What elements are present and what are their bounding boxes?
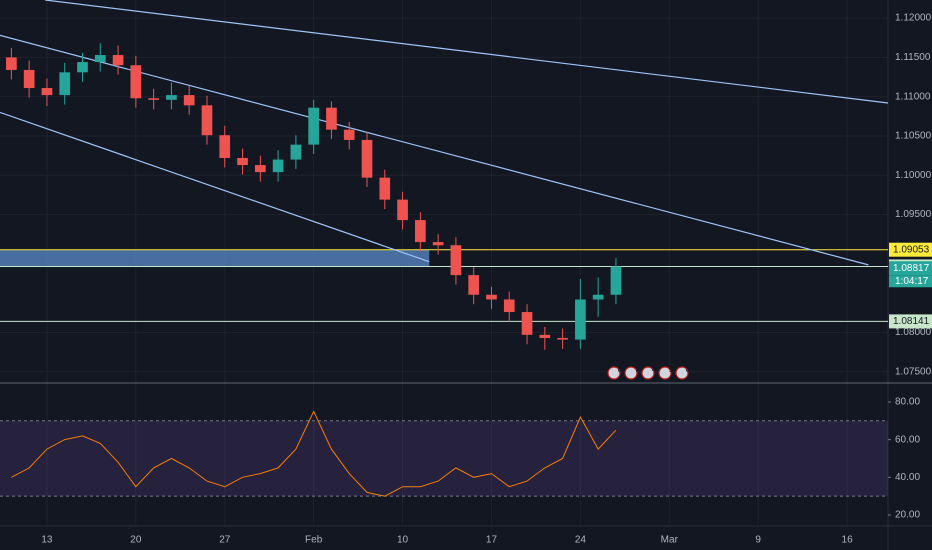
candle-body (254, 165, 266, 173)
candle-body (41, 88, 53, 96)
candle-body (468, 275, 480, 295)
candle-body (557, 337, 568, 340)
event-icon (624, 366, 638, 380)
y-tick-label: 1.10500 (895, 131, 932, 142)
event-icon (641, 366, 655, 380)
x-tick-label: 17 (486, 535, 498, 546)
candle-body (539, 334, 551, 338)
y-tick-label: 1.09500 (895, 209, 932, 220)
candle-body (272, 159, 284, 173)
y-tick-label: 1.12000 (895, 13, 932, 24)
candle-body (219, 135, 231, 158)
price-label: 1.08817 (893, 263, 930, 274)
event-icon (607, 366, 621, 380)
candle-body (415, 220, 426, 243)
event-icon (658, 366, 672, 380)
candle-body (94, 55, 106, 63)
countdown-bg (889, 275, 932, 288)
price-label: 1.09053 (893, 244, 930, 255)
price-label-bg (889, 314, 932, 329)
zone (0, 249, 430, 267)
event-count: 8 (618, 365, 623, 374)
candle-body (521, 312, 533, 335)
y-tick-label: 1.07500 (895, 366, 932, 377)
price-label-bg (889, 261, 932, 276)
x-tick-label: Feb (305, 535, 323, 546)
event-count: 4 (652, 365, 657, 374)
candle-body (361, 139, 373, 178)
candle-body (592, 294, 604, 300)
y-tick-label: 1.11500 (895, 52, 931, 63)
y-tick-label: 20.00 (895, 510, 920, 521)
candle-body (379, 177, 391, 200)
candle-body (23, 69, 35, 89)
candle-body (610, 266, 622, 295)
price-label-bg (889, 242, 932, 257)
candle-body (59, 72, 71, 96)
candle-body (237, 157, 248, 166)
y-tick-label: 60.00 (895, 434, 920, 445)
candle-body (130, 65, 142, 99)
candle-body (343, 129, 355, 140)
candle-body (326, 107, 337, 130)
event-count: 7 (635, 365, 640, 374)
x-tick-label: 20 (130, 535, 142, 546)
candle-body (6, 57, 17, 70)
rsi-band (0, 420, 888, 497)
candle-body (432, 242, 444, 246)
x-tick-label: 27 (219, 535, 231, 546)
event-count: 9 (669, 365, 674, 374)
candle-body (201, 105, 213, 136)
trendline (45, 0, 889, 104)
rsi-line (11, 410, 617, 497)
trendline (0, 34, 869, 266)
event-count: 8 (686, 365, 691, 374)
countdown: 1:04:17 (895, 276, 929, 287)
y-tick-label: 80.00 (895, 397, 920, 408)
candle-body (450, 245, 462, 276)
candle-body (77, 62, 88, 73)
candle-body (486, 294, 497, 300)
event-icon (675, 366, 689, 380)
x-tick-label: 24 (575, 535, 587, 546)
x-tick-label: Mar (661, 535, 679, 546)
x-tick-label: 16 (842, 535, 854, 546)
x-tick-label: 10 (397, 535, 409, 546)
candle-body (503, 299, 515, 313)
x-tick-label: 13 (41, 535, 53, 546)
candle-body (112, 55, 124, 66)
candle-body (308, 107, 319, 145)
y-tick-label: 1.10000 (895, 170, 932, 181)
candle-body (575, 299, 586, 340)
candle-body (397, 199, 408, 221)
price-label: 1.08141 (893, 316, 930, 327)
trendline (0, 111, 430, 263)
y-tick-label: 1.11000 (895, 91, 931, 102)
y-tick-label: 1.08000 (895, 327, 932, 338)
candle-body (166, 95, 177, 100)
candle-body (290, 144, 302, 160)
x-tick-label: 9 (755, 535, 761, 546)
y-tick-label: 40.00 (895, 472, 920, 483)
candle-body (148, 98, 159, 100)
candle-body (183, 95, 195, 106)
